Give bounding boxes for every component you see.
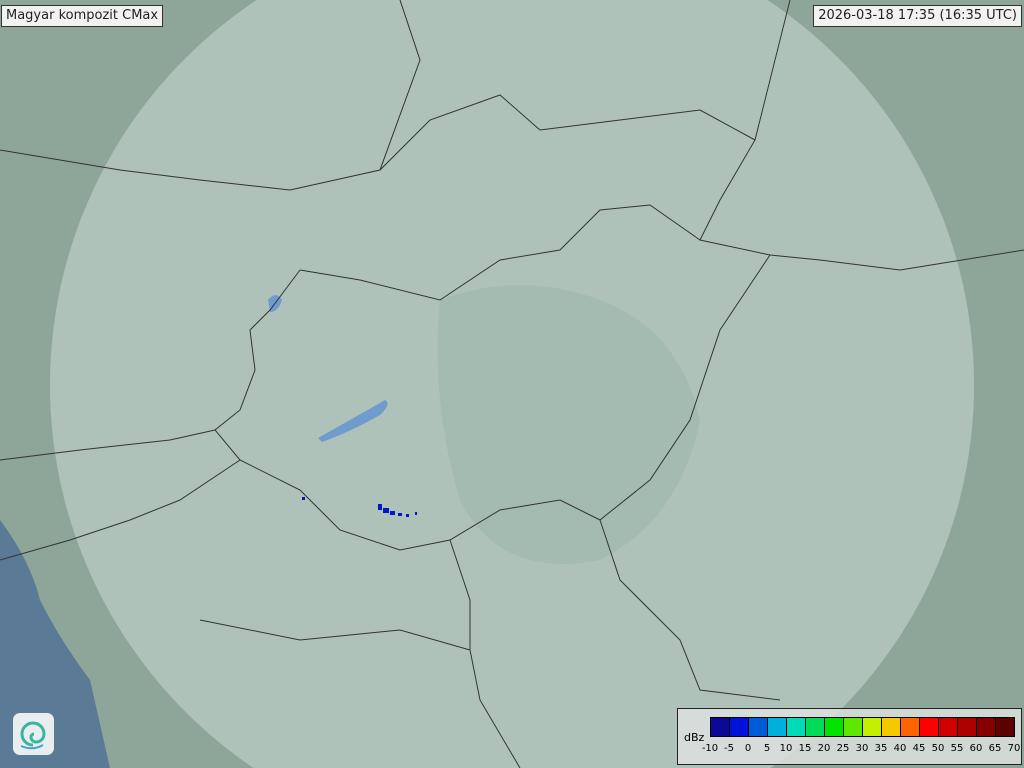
legend-tick-label: 25 (836, 743, 850, 754)
legend-tick-label: 30 (855, 743, 869, 754)
legend-color-cell (863, 718, 882, 736)
legend-color-cell (882, 718, 901, 736)
color-legend: dBz -10 -5 0 5 10 15 20 25 30 35 40 45 50 55 60 65 70 (677, 708, 1022, 765)
legend-tick-label: 10 (779, 743, 793, 754)
legend-color-cell (996, 718, 1014, 736)
great-plain (437, 285, 700, 564)
legend-color-cell (806, 718, 825, 736)
legend-tick-label: 50 (931, 743, 945, 754)
legend-tick-label: -10 (701, 743, 719, 754)
radar-echoes (302, 497, 417, 517)
product-title: Magyar kompozit CMax (1, 5, 164, 27)
legend-color-cell (711, 718, 730, 736)
legend-color-cell (958, 718, 977, 736)
lake-balaton (318, 400, 388, 442)
legend-color-cell (730, 718, 749, 736)
swirl-logo-icon (13, 713, 54, 755)
radar-coverage-area (49, 0, 975, 768)
legend-color-scale (710, 717, 1015, 737)
legend-tick-label: 70 (1007, 743, 1021, 754)
legend-color-cell (825, 718, 844, 736)
legend-color-cell (787, 718, 806, 736)
legend-tick-label: 5 (763, 743, 771, 754)
legend-tick-label: 45 (912, 743, 926, 754)
legend-color-cell (768, 718, 787, 736)
legend-color-cell (939, 718, 958, 736)
legend-unit: dBz (684, 731, 705, 744)
legend-tick-label: 40 (893, 743, 907, 754)
legend-tick-label: 35 (874, 743, 888, 754)
legend-tick-label: 60 (969, 743, 983, 754)
legend-color-cell (901, 718, 920, 736)
legend-color-cell (844, 718, 863, 736)
legend-tick-label: 0 (744, 743, 752, 754)
legend-tick-label: 55 (950, 743, 964, 754)
adriatic-sea (0, 520, 110, 768)
legend-tick-label: -5 (724, 743, 734, 754)
legend-color-cell (977, 718, 996, 736)
legend-color-cell (749, 718, 768, 736)
legend-tick-label: 20 (817, 743, 831, 754)
timestamp: 2026-03-18 17:35 (16:35 UTC) (813, 5, 1022, 27)
legend-color-cell (920, 718, 939, 736)
legend-tick-label: 15 (798, 743, 812, 754)
legend-tick-label: 65 (988, 743, 1002, 754)
